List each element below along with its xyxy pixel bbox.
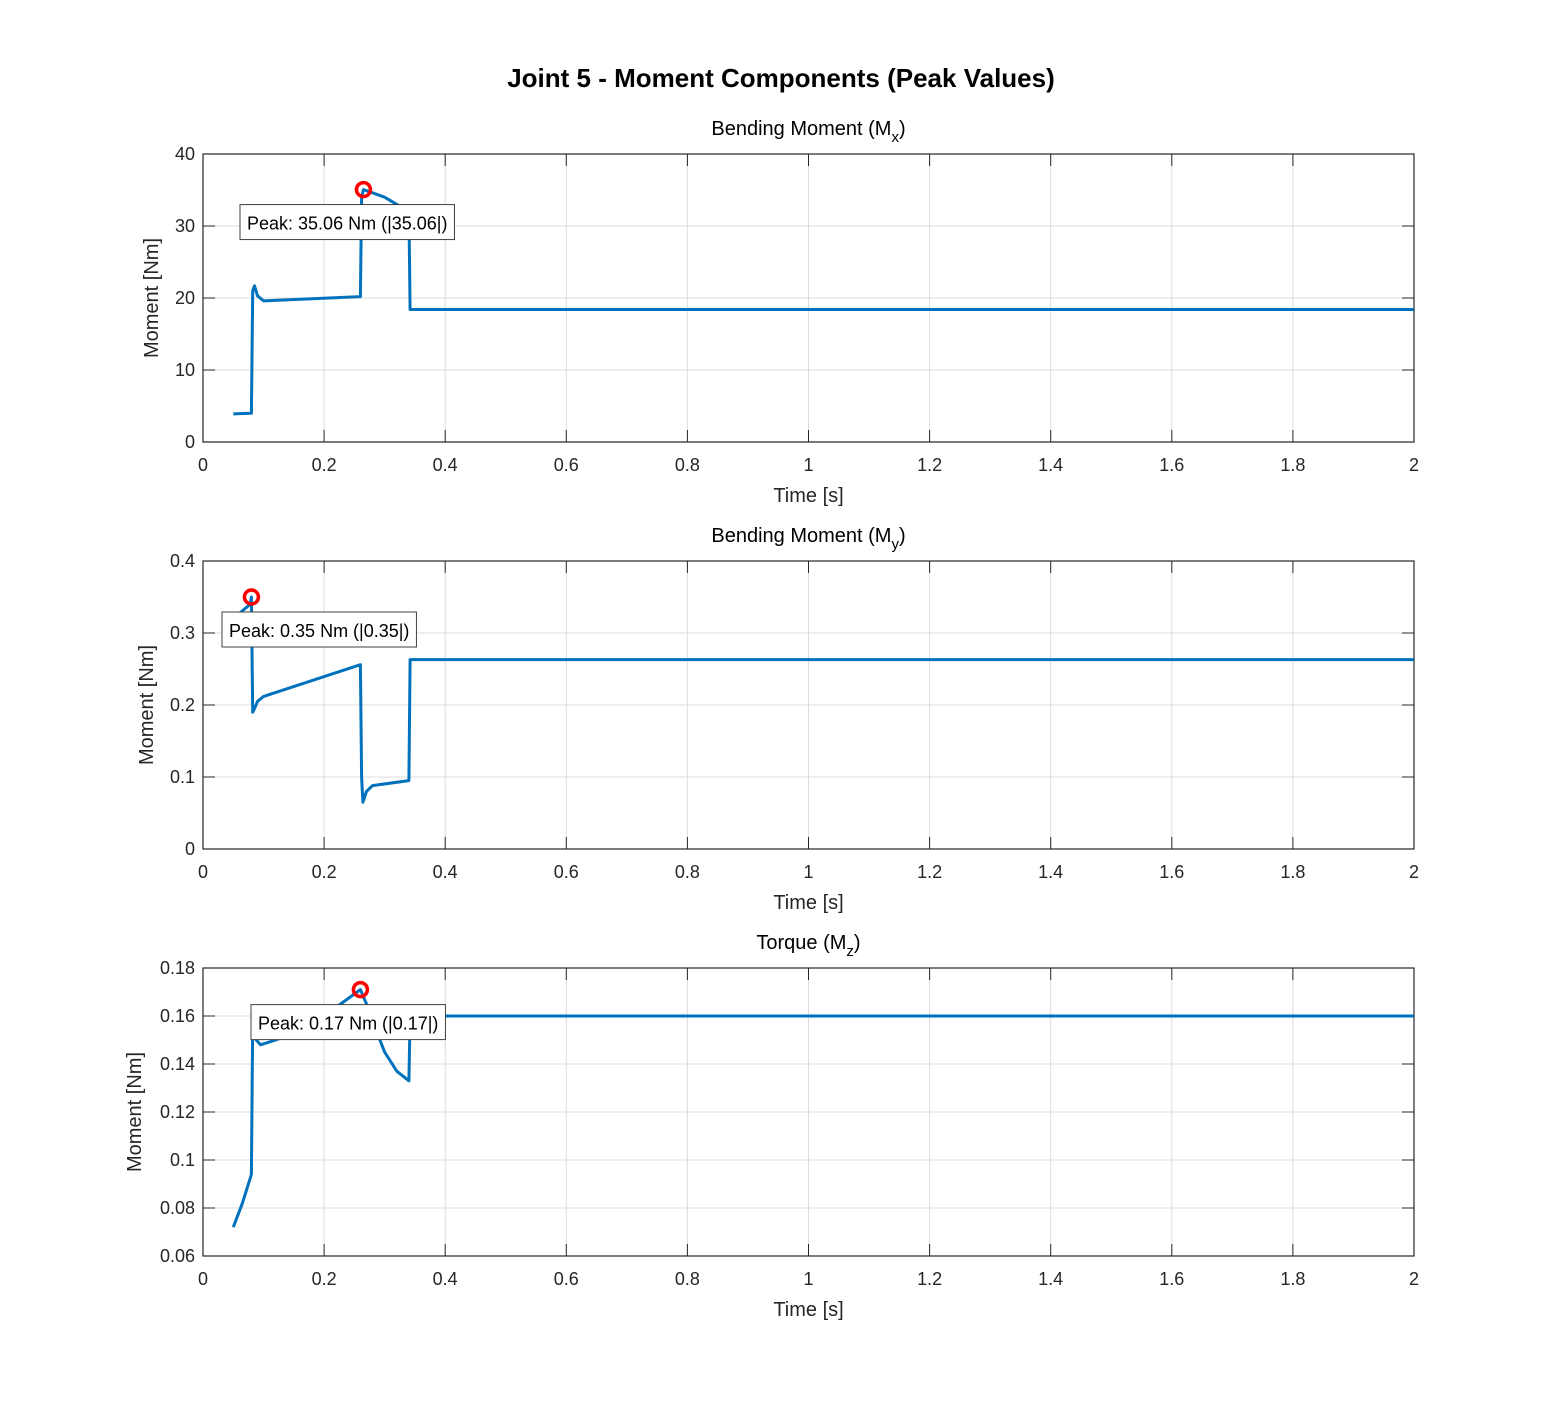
x-tick-label: 1.8 <box>1280 455 1305 475</box>
y-tick-label: 0.3 <box>170 623 195 643</box>
peak-marker <box>354 180 373 199</box>
peak-marker <box>242 588 261 606</box>
subplot-2: 0 0.2 0.4 0.6 0.8 1 1.2 1.4 1.6 1.8 2 0 0.1 0.2 0.3 0.4… <box>136 525 1419 914</box>
x-tick-label: 0.4 <box>433 1269 458 1289</box>
x-tick-label: 1.8 <box>1280 1269 1305 1289</box>
subplot-title: Bending Moment (My) <box>711 525 905 553</box>
subplot-title: Torque (Mz) <box>756 932 860 960</box>
x-tick-label: 1 <box>803 455 813 475</box>
x-tick-label: 0.6 <box>554 862 579 882</box>
peak-annotation: Peak: 0.35 Nm (|0.35|) <box>221 611 417 648</box>
x-tick-label: 0.2 <box>312 455 337 475</box>
y-tick-label: 0.4 <box>170 551 195 571</box>
axes-box <box>202 560 1415 850</box>
axes-box <box>202 153 1415 443</box>
x-tick-label: 0.2 <box>312 862 337 882</box>
x-tick-label: 1.6 <box>1159 1269 1184 1289</box>
peak-label-box <box>221 611 417 648</box>
x-tick-label: 1.8 <box>1280 862 1305 882</box>
peak-marker <box>351 980 370 999</box>
x-tick-label: 2 <box>1409 1269 1419 1289</box>
x-axis-label: Time [s] <box>773 1299 843 1321</box>
x-tick-label: 1.2 <box>917 455 942 475</box>
y-tick-label: 0.12 <box>160 1102 195 1122</box>
y-tick-label: 20 <box>175 288 195 308</box>
x-tick-label: 0.6 <box>554 1269 579 1289</box>
x-tick-label: 0 <box>198 455 208 475</box>
y-tick-label: 0 <box>185 839 195 859</box>
y-tick-label: 0.06 <box>160 1246 195 1266</box>
subplot-title: Bending Moment (Mx) <box>711 118 905 146</box>
y-tick-label: 0.1 <box>170 1150 195 1170</box>
y-tick-label: 10 <box>175 360 195 380</box>
subplot-3: 0 0.2 0.4 0.6 0.8 1 1.2 1.4 1.6 1.8 2 0.06 0.08 0.1 0.… <box>124 932 1419 1321</box>
x-tick-label: 2 <box>1409 455 1419 475</box>
peak-label: Peak: 0.35 Nm (|0.35|) <box>229 621 409 641</box>
y-axis-label: Moment [Nm] <box>124 1052 146 1172</box>
x-tick-label: 0.8 <box>675 862 700 882</box>
y-tick-label: 0.08 <box>160 1198 195 1218</box>
x-tick-label: 2 <box>1409 862 1419 882</box>
y-tick-label: 40 <box>175 144 195 164</box>
y-tick-label: 30 <box>175 216 195 236</box>
x-tick-label: 1 <box>803 862 813 882</box>
x-tick-label: 1 <box>803 1269 813 1289</box>
peak-label-box <box>239 204 455 241</box>
x-tick-label: 1.4 <box>1038 1269 1063 1289</box>
y-axis-label: Moment [Nm] <box>136 645 158 765</box>
y-tick-label: 0.18 <box>160 958 195 978</box>
peak-annotation: Peak: 0.17 Nm (|0.17|) <box>250 1004 446 1041</box>
figure-title: Joint 5 - Moment Components (Peak Values… <box>507 63 1055 93</box>
x-tick-label: 0.8 <box>675 455 700 475</box>
y-tick-label: 0.16 <box>160 1006 195 1026</box>
x-tick-label: 1.6 <box>1159 862 1184 882</box>
x-tick-label: 1.2 <box>917 1269 942 1289</box>
x-tick-label: 1.6 <box>1159 455 1184 475</box>
axes-box <box>202 967 1415 1257</box>
x-tick-label: 0.2 <box>312 1269 337 1289</box>
y-tick-label: 0 <box>185 432 195 452</box>
y-axis-label: Moment [Nm] <box>141 238 163 358</box>
x-axis-label: Time [s] <box>773 892 843 914</box>
y-tick-label: 0.1 <box>170 767 195 787</box>
peak-label: Peak: 35.06 Nm (|35.06|) <box>247 214 447 234</box>
x-axis-label: Time [s] <box>773 485 843 507</box>
x-tick-label: 0.8 <box>675 1269 700 1289</box>
x-tick-label: 0.4 <box>433 862 458 882</box>
y-tick-label: 0.2 <box>170 695 195 715</box>
x-tick-label: 1.2 <box>917 862 942 882</box>
peak-label: Peak: 0.17 Nm (|0.17|) <box>258 1014 438 1034</box>
x-tick-label: 0.4 <box>433 455 458 475</box>
x-tick-label: 0 <box>198 1269 208 1289</box>
x-tick-label: 1.4 <box>1038 455 1063 475</box>
peak-annotation: Peak: 35.06 Nm (|35.06|) <box>239 204 455 241</box>
x-tick-label: 1.4 <box>1038 862 1063 882</box>
y-tick-label: 0.14 <box>160 1054 195 1074</box>
subplot-1: 0 0.2 0.4 0.6 0.8 1 1.2 1.4 1.6 1.8 2010203040Peak… <box>141 118 1419 507</box>
x-tick-label: 0.6 <box>554 455 579 475</box>
x-tick-label: 0 <box>198 862 208 882</box>
peak-label-box <box>250 1004 446 1041</box>
